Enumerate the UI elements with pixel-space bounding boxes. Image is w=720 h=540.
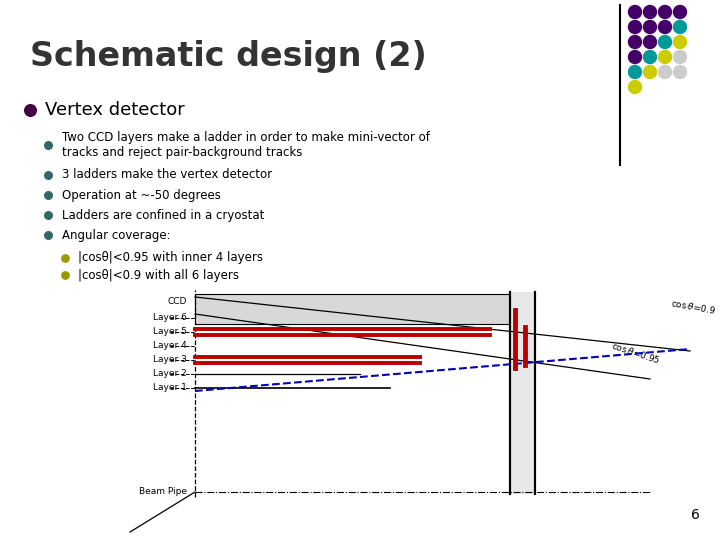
Circle shape: [629, 36, 642, 49]
Text: Schematic design (2): Schematic design (2): [30, 40, 427, 73]
Bar: [195, 294, 510, 324]
Text: $\cos\theta$=0.95: $\cos\theta$=0.95: [610, 340, 662, 366]
Text: Layer 5: Layer 5: [153, 327, 187, 336]
Text: Ladders are confined in a cryostat: Ladders are confined in a cryostat: [62, 208, 264, 221]
Text: $\cos\theta$=0.9: $\cos\theta$=0.9: [670, 298, 716, 316]
Circle shape: [659, 51, 672, 64]
Circle shape: [644, 65, 657, 78]
Point: [42, 141, 54, 150]
Text: |cosθ|<0.9 with all 6 layers: |cosθ|<0.9 with all 6 layers: [78, 268, 239, 281]
Text: 6: 6: [691, 508, 700, 522]
Circle shape: [629, 21, 642, 33]
Point: [42, 231, 54, 239]
Circle shape: [673, 21, 686, 33]
Circle shape: [644, 21, 657, 33]
Text: Layer 4: Layer 4: [153, 341, 187, 350]
Circle shape: [644, 5, 657, 18]
Point: [42, 211, 54, 219]
Text: Layer 2: Layer 2: [153, 369, 187, 379]
Text: Layer 6: Layer 6: [153, 314, 187, 322]
Circle shape: [673, 65, 686, 78]
Circle shape: [629, 65, 642, 78]
Point: [42, 171, 54, 179]
Text: Vertex detector: Vertex detector: [45, 101, 185, 119]
Circle shape: [644, 51, 657, 64]
Text: |cosθ|<0.95 with inner 4 layers: |cosθ|<0.95 with inner 4 layers: [78, 252, 263, 265]
Circle shape: [673, 36, 686, 49]
Point: [42, 191, 54, 199]
Text: Beam Pipe: Beam Pipe: [139, 488, 187, 496]
Circle shape: [629, 51, 642, 64]
Bar: [510, 292, 535, 494]
Circle shape: [629, 80, 642, 93]
Text: Two CCD layers make a ladder in order to make mini-vector of
tracks and reject p: Two CCD layers make a ladder in order to…: [62, 131, 430, 159]
Text: 3 ladders make the vertex detector: 3 ladders make the vertex detector: [62, 168, 272, 181]
Text: CCD: CCD: [168, 298, 187, 307]
Point: [59, 271, 71, 279]
Point: [59, 254, 71, 262]
Text: Angular coverage:: Angular coverage:: [62, 228, 171, 241]
Circle shape: [673, 5, 686, 18]
Text: Layer 3: Layer 3: [153, 355, 187, 364]
Circle shape: [644, 36, 657, 49]
Circle shape: [659, 21, 672, 33]
Text: Layer 1: Layer 1: [153, 383, 187, 393]
Circle shape: [659, 5, 672, 18]
Circle shape: [659, 65, 672, 78]
Text: Operation at ~-50 degrees: Operation at ~-50 degrees: [62, 188, 221, 201]
Circle shape: [673, 51, 686, 64]
Point: [24, 106, 36, 114]
Circle shape: [629, 5, 642, 18]
Circle shape: [659, 36, 672, 49]
